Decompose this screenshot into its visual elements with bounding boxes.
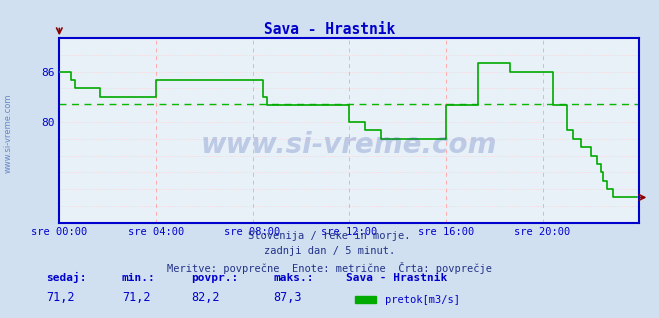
Text: www.si-vreme.com: www.si-vreme.com: [3, 94, 13, 173]
Text: Sava - Hrastnik: Sava - Hrastnik: [264, 22, 395, 37]
Text: Slovenija / reke in morje.: Slovenija / reke in morje.: [248, 231, 411, 240]
Text: 82,2: 82,2: [191, 291, 219, 303]
Text: 71,2: 71,2: [122, 291, 150, 303]
Text: 71,2: 71,2: [46, 291, 74, 303]
Legend: pretok[m3/s]: pretok[m3/s]: [351, 291, 464, 310]
Text: Sava - Hrastnik: Sava - Hrastnik: [346, 273, 447, 283]
Text: min.:: min.:: [122, 273, 156, 283]
Text: www.si-vreme.com: www.si-vreme.com: [201, 131, 498, 159]
Text: maks.:: maks.:: [273, 273, 314, 283]
Text: Meritve: povprečne  Enote: metrične  Črta: povprečje: Meritve: povprečne Enote: metrične Črta:…: [167, 262, 492, 274]
Text: sedaj:: sedaj:: [46, 273, 86, 283]
Text: zadnji dan / 5 minut.: zadnji dan / 5 minut.: [264, 246, 395, 256]
Text: povpr.:: povpr.:: [191, 273, 239, 283]
Text: 87,3: 87,3: [273, 291, 302, 303]
